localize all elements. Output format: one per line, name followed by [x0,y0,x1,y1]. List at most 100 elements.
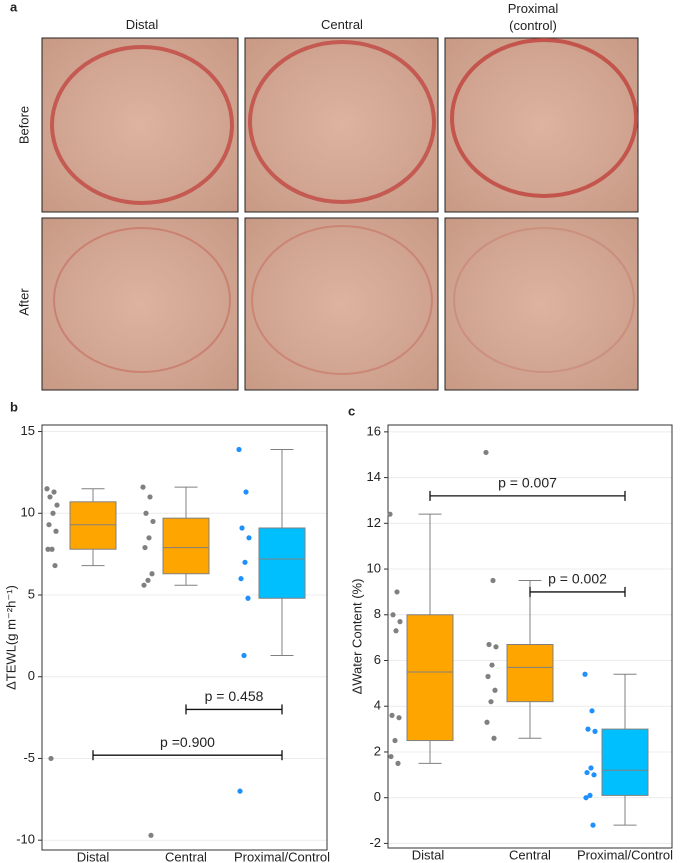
p-value: p = 0.007 [498,475,557,491]
data-point [395,760,401,767]
data-point [145,577,151,583]
data-point [48,755,54,762]
y-tick-label: 0 [28,668,35,683]
y-tick-label: -10 [16,832,35,847]
data-point [142,544,148,551]
y-tick-label: 0 [374,789,381,804]
data-point [588,765,594,771]
photo [244,217,439,391]
data-point [483,449,489,456]
box [601,728,649,796]
data-point [243,489,249,495]
data-point [583,795,589,801]
box [69,501,117,550]
data-point [590,822,596,828]
data-point [485,673,491,680]
y-tick-label: 6 [374,652,381,667]
data-point [397,619,403,625]
data-point [582,671,588,677]
data-point [140,484,146,490]
p-value: p =0.900 [160,734,215,750]
data-point [585,726,591,732]
data-point [592,728,598,734]
y-axis-label: ΔTEWL(g m⁻²h⁻¹) [3,585,18,690]
data-point [394,589,400,595]
data-point [389,712,395,718]
data-point [143,510,149,516]
box [258,527,306,599]
data-point [387,511,393,517]
marker-rings [50,38,638,375]
column-label: Distal [125,17,159,32]
photo [41,217,239,391]
data-point [493,644,499,650]
photo [41,37,239,213]
x-tick-label: Proximal/Control [577,847,673,862]
data-point [589,708,595,714]
data-point [49,546,55,552]
x-tick-label: Distal [77,849,110,863]
data-point [393,628,399,634]
data-point [148,832,154,838]
data-point [47,494,53,500]
data-point [484,719,490,725]
data-point [45,546,51,552]
data-point [237,788,243,794]
data-point [591,772,597,778]
data-point [46,522,52,528]
data-point [390,612,396,618]
box [162,517,210,575]
data-point [238,576,244,582]
photo-grid [41,37,639,391]
data-point [492,687,498,693]
row-label: Before [16,106,31,144]
data-point [54,502,60,508]
data-point [587,792,593,799]
column-label: Central [321,17,363,32]
x-tick-label: Proximal/Control [234,849,330,863]
data-point [236,446,242,453]
box [506,644,554,703]
box [406,614,454,742]
y-tick-label: 8 [374,606,381,621]
plot-frame [41,424,328,851]
data-point [486,641,492,648]
data-point [245,595,251,601]
row-label: After [16,288,31,316]
y-tick-label: 10 [367,560,381,575]
data-point [388,753,394,760]
data-point [141,582,147,588]
y-axis-label: ΔWater Content (%) [349,579,364,695]
data-point [149,571,155,577]
data-point [50,510,56,516]
data-point [489,662,495,668]
y-tick-label: 16 [367,423,381,438]
x-tick-label: Central [509,847,551,862]
column-label: Proximal (control) [507,1,559,33]
data-point [396,715,402,721]
data-point [490,577,496,584]
photo [244,37,439,213]
data-point [241,652,247,659]
panel-label: b [10,399,18,414]
p-value: p = 0.002 [548,571,607,587]
y-tick-label: -5 [23,750,35,765]
y-tick-label: 14 [367,469,381,484]
plot-frame [387,424,673,849]
data-point [150,518,156,525]
data-point [242,559,248,565]
y-tick-label: 10 [21,505,35,520]
data-point [44,486,50,492]
data-point [51,489,57,495]
y-tick-label: 4 [374,698,381,713]
photo [444,217,639,391]
panel-label: a [10,0,18,14]
y-tick-label: 15 [21,423,35,438]
data-point [491,735,497,741]
y-tick-label: 5 [28,586,35,601]
data-point [52,562,58,569]
data-point [53,528,59,534]
data-point [488,699,494,705]
data-point [239,525,245,531]
